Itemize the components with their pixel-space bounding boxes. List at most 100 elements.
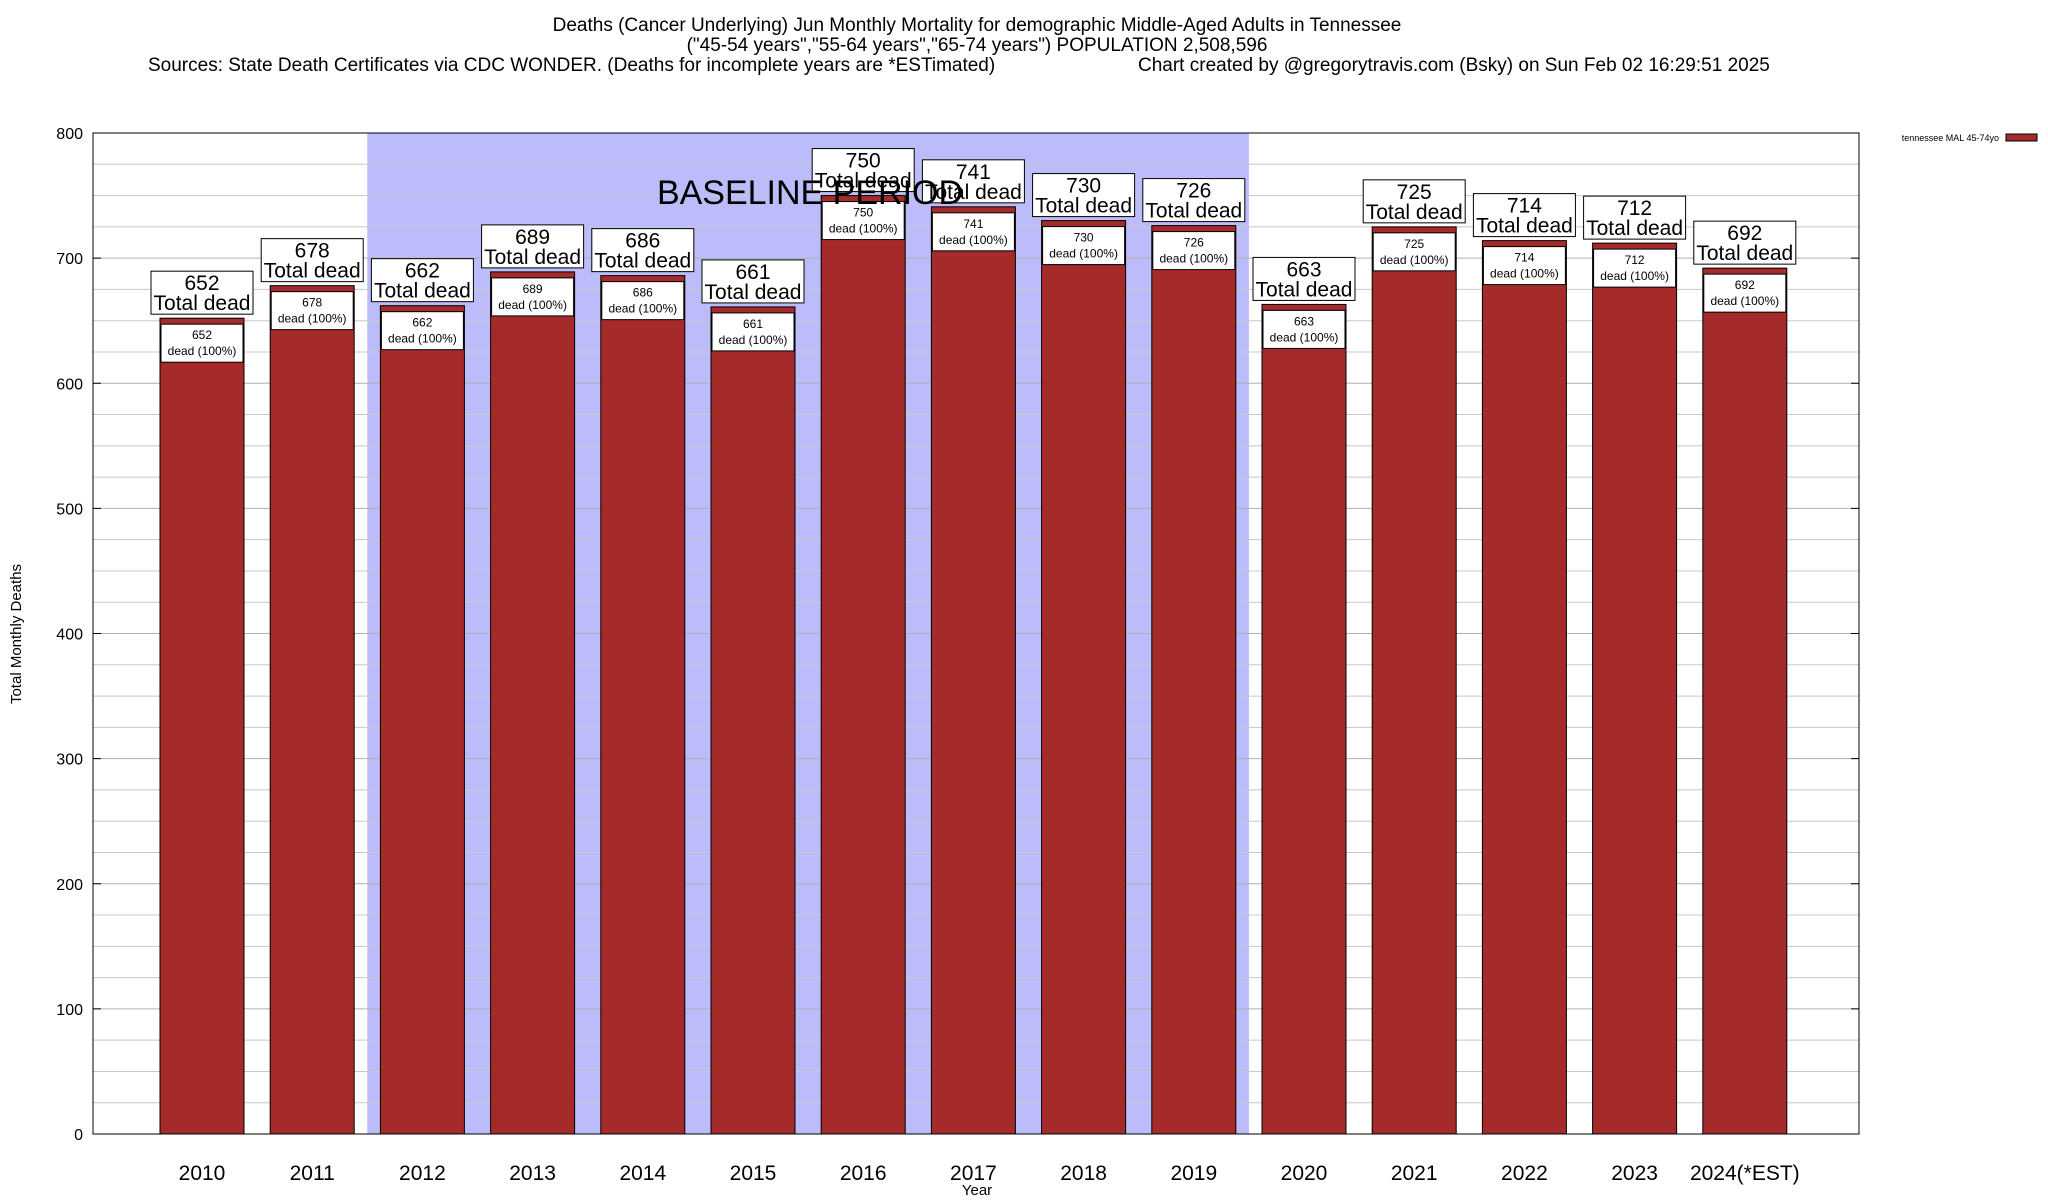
- x-tick-label: 2010: [179, 1162, 226, 1185]
- total-label-box: [921, 159, 1025, 204]
- total-value-label: 661: [735, 261, 770, 284]
- total-value-label: 726: [1176, 180, 1211, 203]
- x-tick-label: 2013: [509, 1162, 556, 1185]
- total-value-label: 725: [1397, 181, 1432, 204]
- x-tick-label: 2018: [1060, 1162, 1107, 1185]
- inner-value-label: 686: [633, 286, 653, 300]
- total-value-label: 686: [625, 230, 660, 253]
- total-label-box: [591, 228, 695, 273]
- total-dead-label: Total dead: [1696, 242, 1793, 265]
- total-value-label: 663: [1286, 258, 1321, 281]
- total-label-box: [701, 259, 805, 304]
- inner-percent-label: dead (100%): [1049, 247, 1118, 261]
- y-tick-label: 300: [56, 752, 83, 769]
- total-dead-label: Total dead: [1035, 195, 1132, 218]
- total-dead-label: Total dead: [154, 292, 251, 315]
- x-tick-label: 2014: [619, 1162, 666, 1185]
- total-label-box: [260, 238, 364, 283]
- inner-value-label: 663: [1294, 314, 1314, 328]
- x-tick-label: 2012: [399, 1162, 446, 1185]
- bar-2018: [1041, 220, 1127, 1135]
- total-dead-label: Total dead: [1145, 200, 1242, 223]
- total-label-box: [1032, 173, 1136, 218]
- total-value-label: 678: [295, 240, 330, 263]
- x-tick-label: 2017: [950, 1162, 997, 1185]
- x-tick-label: 2022: [1501, 1162, 1548, 1185]
- chart-subtitle: ("45-54 years","55-64 years","65-74 year…: [687, 35, 1268, 56]
- chart-title: Deaths (Cancer Underlying) Jun Monthly M…: [553, 15, 1402, 36]
- total-value-label: 662: [405, 260, 440, 283]
- inner-percent-label: dead (100%): [278, 312, 347, 326]
- inner-percent-label: dead (100%): [719, 333, 788, 347]
- inner-label-box: [491, 277, 575, 317]
- total-label-box: [1693, 220, 1797, 265]
- inner-label-box: [1482, 246, 1566, 286]
- inner-value-label: 714: [1514, 251, 1534, 265]
- total-dead-label: Total dead: [1366, 201, 1463, 224]
- inner-percent-label: dead (100%): [388, 332, 457, 346]
- bar-2016: [820, 195, 906, 1135]
- bar-2015: [710, 306, 796, 1135]
- inner-percent-label: dead (100%): [498, 298, 567, 312]
- chart-sources: Sources: State Death Certificates via CD…: [148, 55, 995, 76]
- bar-2011: [269, 285, 355, 1135]
- inner-percent-label: dead (100%): [939, 233, 1008, 247]
- total-label-box: [1472, 193, 1576, 238]
- inner-value-label: 750: [853, 206, 873, 220]
- total-value-label: 750: [846, 150, 881, 173]
- chart-credit: Chart created by @gregorytravis.com (Bsk…: [1138, 55, 1770, 76]
- bar-2020: [1261, 303, 1347, 1135]
- x-axis-title: Year: [962, 1182, 992, 1199]
- total-dead-label: Total dead: [1256, 278, 1353, 301]
- inner-percent-label: dead (100%): [608, 302, 677, 316]
- inner-label-box: [1262, 309, 1346, 349]
- y-tick-label: 400: [56, 627, 83, 644]
- y-tick-label: 0: [74, 1127, 83, 1144]
- inner-value-label: 741: [963, 217, 983, 231]
- total-label-box: [481, 224, 585, 269]
- legend-entry-label: tennessee MAL 45-74yo: [1902, 133, 1999, 143]
- inner-label-box: [1152, 231, 1236, 271]
- total-value-label: 730: [1066, 175, 1101, 198]
- total-value-label: 692: [1727, 222, 1762, 245]
- bar-2024(*EST): [1702, 267, 1788, 1135]
- y-tick-label: 500: [56, 501, 83, 518]
- baseline-period-label: BASELINE PERIOD: [657, 174, 963, 212]
- total-label-box: [150, 270, 254, 315]
- total-label-box: [1142, 178, 1246, 223]
- inner-label-box: [821, 201, 905, 241]
- inner-label-box: [270, 291, 354, 331]
- total-dead-label: Total dead: [705, 281, 802, 304]
- x-tick-label: 2023: [1611, 1162, 1658, 1185]
- total-label-box: [811, 148, 915, 193]
- inner-label-box: [160, 323, 244, 363]
- y-tick-label: 600: [56, 376, 83, 393]
- inner-percent-label: dead (100%): [829, 222, 898, 236]
- inner-label-box: [1703, 273, 1787, 313]
- inner-value-label: 692: [1735, 278, 1755, 292]
- x-tick-label: 2024(*EST): [1690, 1162, 1800, 1185]
- total-dead-label: Total dead: [925, 181, 1022, 204]
- bar-2014: [600, 275, 686, 1135]
- inner-value-label: 661: [743, 317, 763, 331]
- y-tick-label: 800: [56, 126, 83, 143]
- total-dead-label: Total dead: [1586, 217, 1683, 240]
- y-tick-label: 700: [56, 251, 83, 268]
- inner-label-box: [380, 311, 464, 351]
- bar-2010: [159, 317, 245, 1135]
- bar-2023: [1592, 242, 1678, 1135]
- total-value-label: 741: [956, 161, 991, 184]
- x-tick-label: 2011: [290, 1162, 335, 1185]
- bar-2022: [1481, 240, 1567, 1135]
